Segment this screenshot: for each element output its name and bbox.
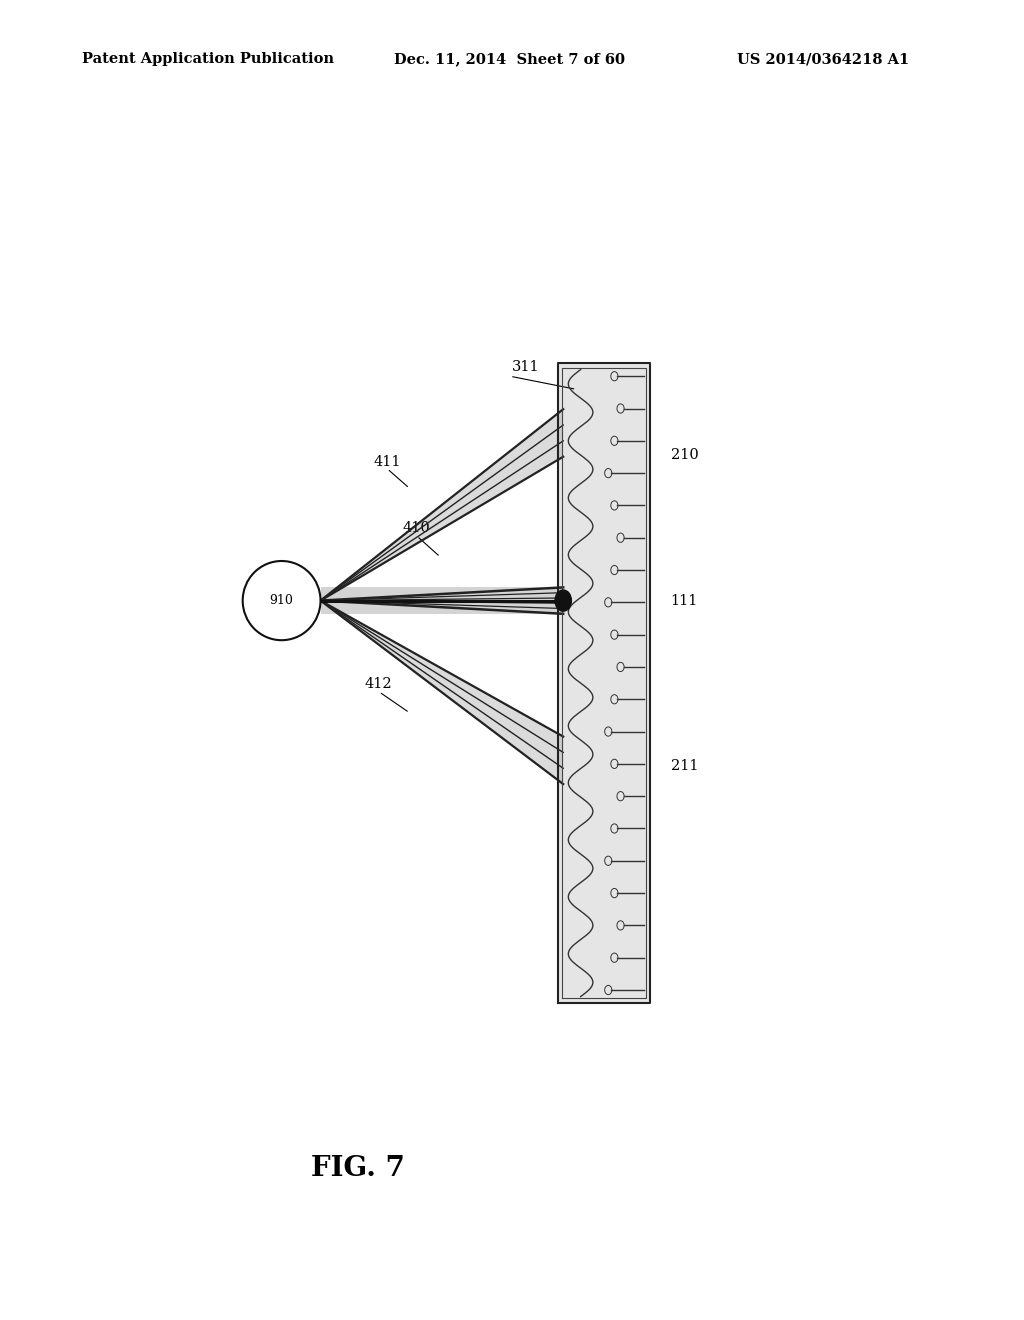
Text: Dec. 11, 2014  Sheet 7 of 60: Dec. 11, 2014 Sheet 7 of 60 <box>394 53 626 66</box>
Text: US 2014/0364218 A1: US 2014/0364218 A1 <box>737 53 909 66</box>
Circle shape <box>555 590 571 611</box>
Text: 111: 111 <box>671 594 698 607</box>
Text: Patent Application Publication: Patent Application Publication <box>82 53 334 66</box>
Ellipse shape <box>243 561 321 640</box>
Text: 412: 412 <box>365 677 392 690</box>
Text: 910: 910 <box>269 594 294 607</box>
Bar <box>558 363 650 1003</box>
Polygon shape <box>321 409 563 601</box>
Polygon shape <box>321 587 563 614</box>
Polygon shape <box>321 601 563 784</box>
Text: 411: 411 <box>374 455 401 469</box>
Text: 311: 311 <box>512 360 540 374</box>
Text: 210: 210 <box>671 449 698 462</box>
Text: 410: 410 <box>402 521 430 535</box>
Text: FIG. 7: FIG. 7 <box>311 1155 406 1181</box>
Text: 211: 211 <box>671 759 698 772</box>
